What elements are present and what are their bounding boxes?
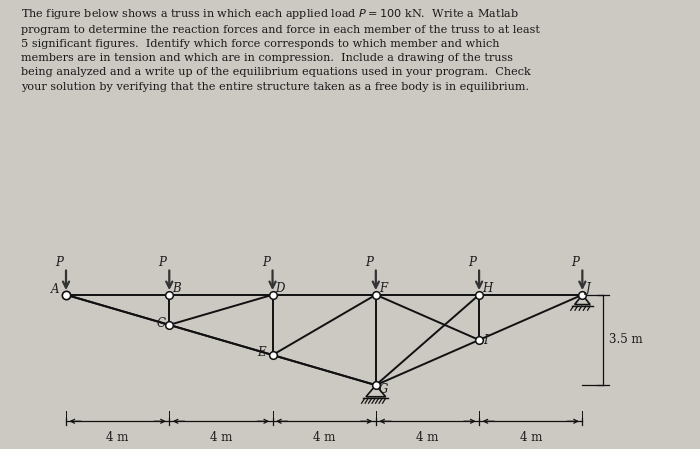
Text: P: P bbox=[262, 256, 270, 269]
Text: P: P bbox=[365, 256, 373, 269]
Text: I: I bbox=[483, 334, 488, 347]
Text: C: C bbox=[156, 317, 165, 330]
Text: F: F bbox=[379, 282, 387, 295]
Text: B: B bbox=[172, 282, 181, 295]
Text: J: J bbox=[586, 282, 591, 295]
Text: P: P bbox=[468, 256, 476, 269]
Text: 3.5 m: 3.5 m bbox=[610, 334, 643, 347]
Text: The figure below shows a truss in which each applied load $P = 100$ kN.  Write a: The figure below shows a truss in which … bbox=[21, 7, 540, 92]
Text: 4 m: 4 m bbox=[416, 431, 439, 444]
Text: 4 m: 4 m bbox=[106, 431, 129, 444]
Text: 4 m: 4 m bbox=[210, 431, 232, 444]
Text: 4 m: 4 m bbox=[519, 431, 542, 444]
Text: 4 m: 4 m bbox=[313, 431, 335, 444]
Text: P: P bbox=[55, 256, 63, 269]
Text: E: E bbox=[257, 346, 266, 359]
Text: P: P bbox=[158, 256, 167, 269]
Text: H: H bbox=[482, 282, 492, 295]
Text: P: P bbox=[571, 256, 580, 269]
Text: A: A bbox=[50, 283, 59, 296]
Text: D: D bbox=[276, 282, 285, 295]
Text: G: G bbox=[379, 383, 389, 396]
